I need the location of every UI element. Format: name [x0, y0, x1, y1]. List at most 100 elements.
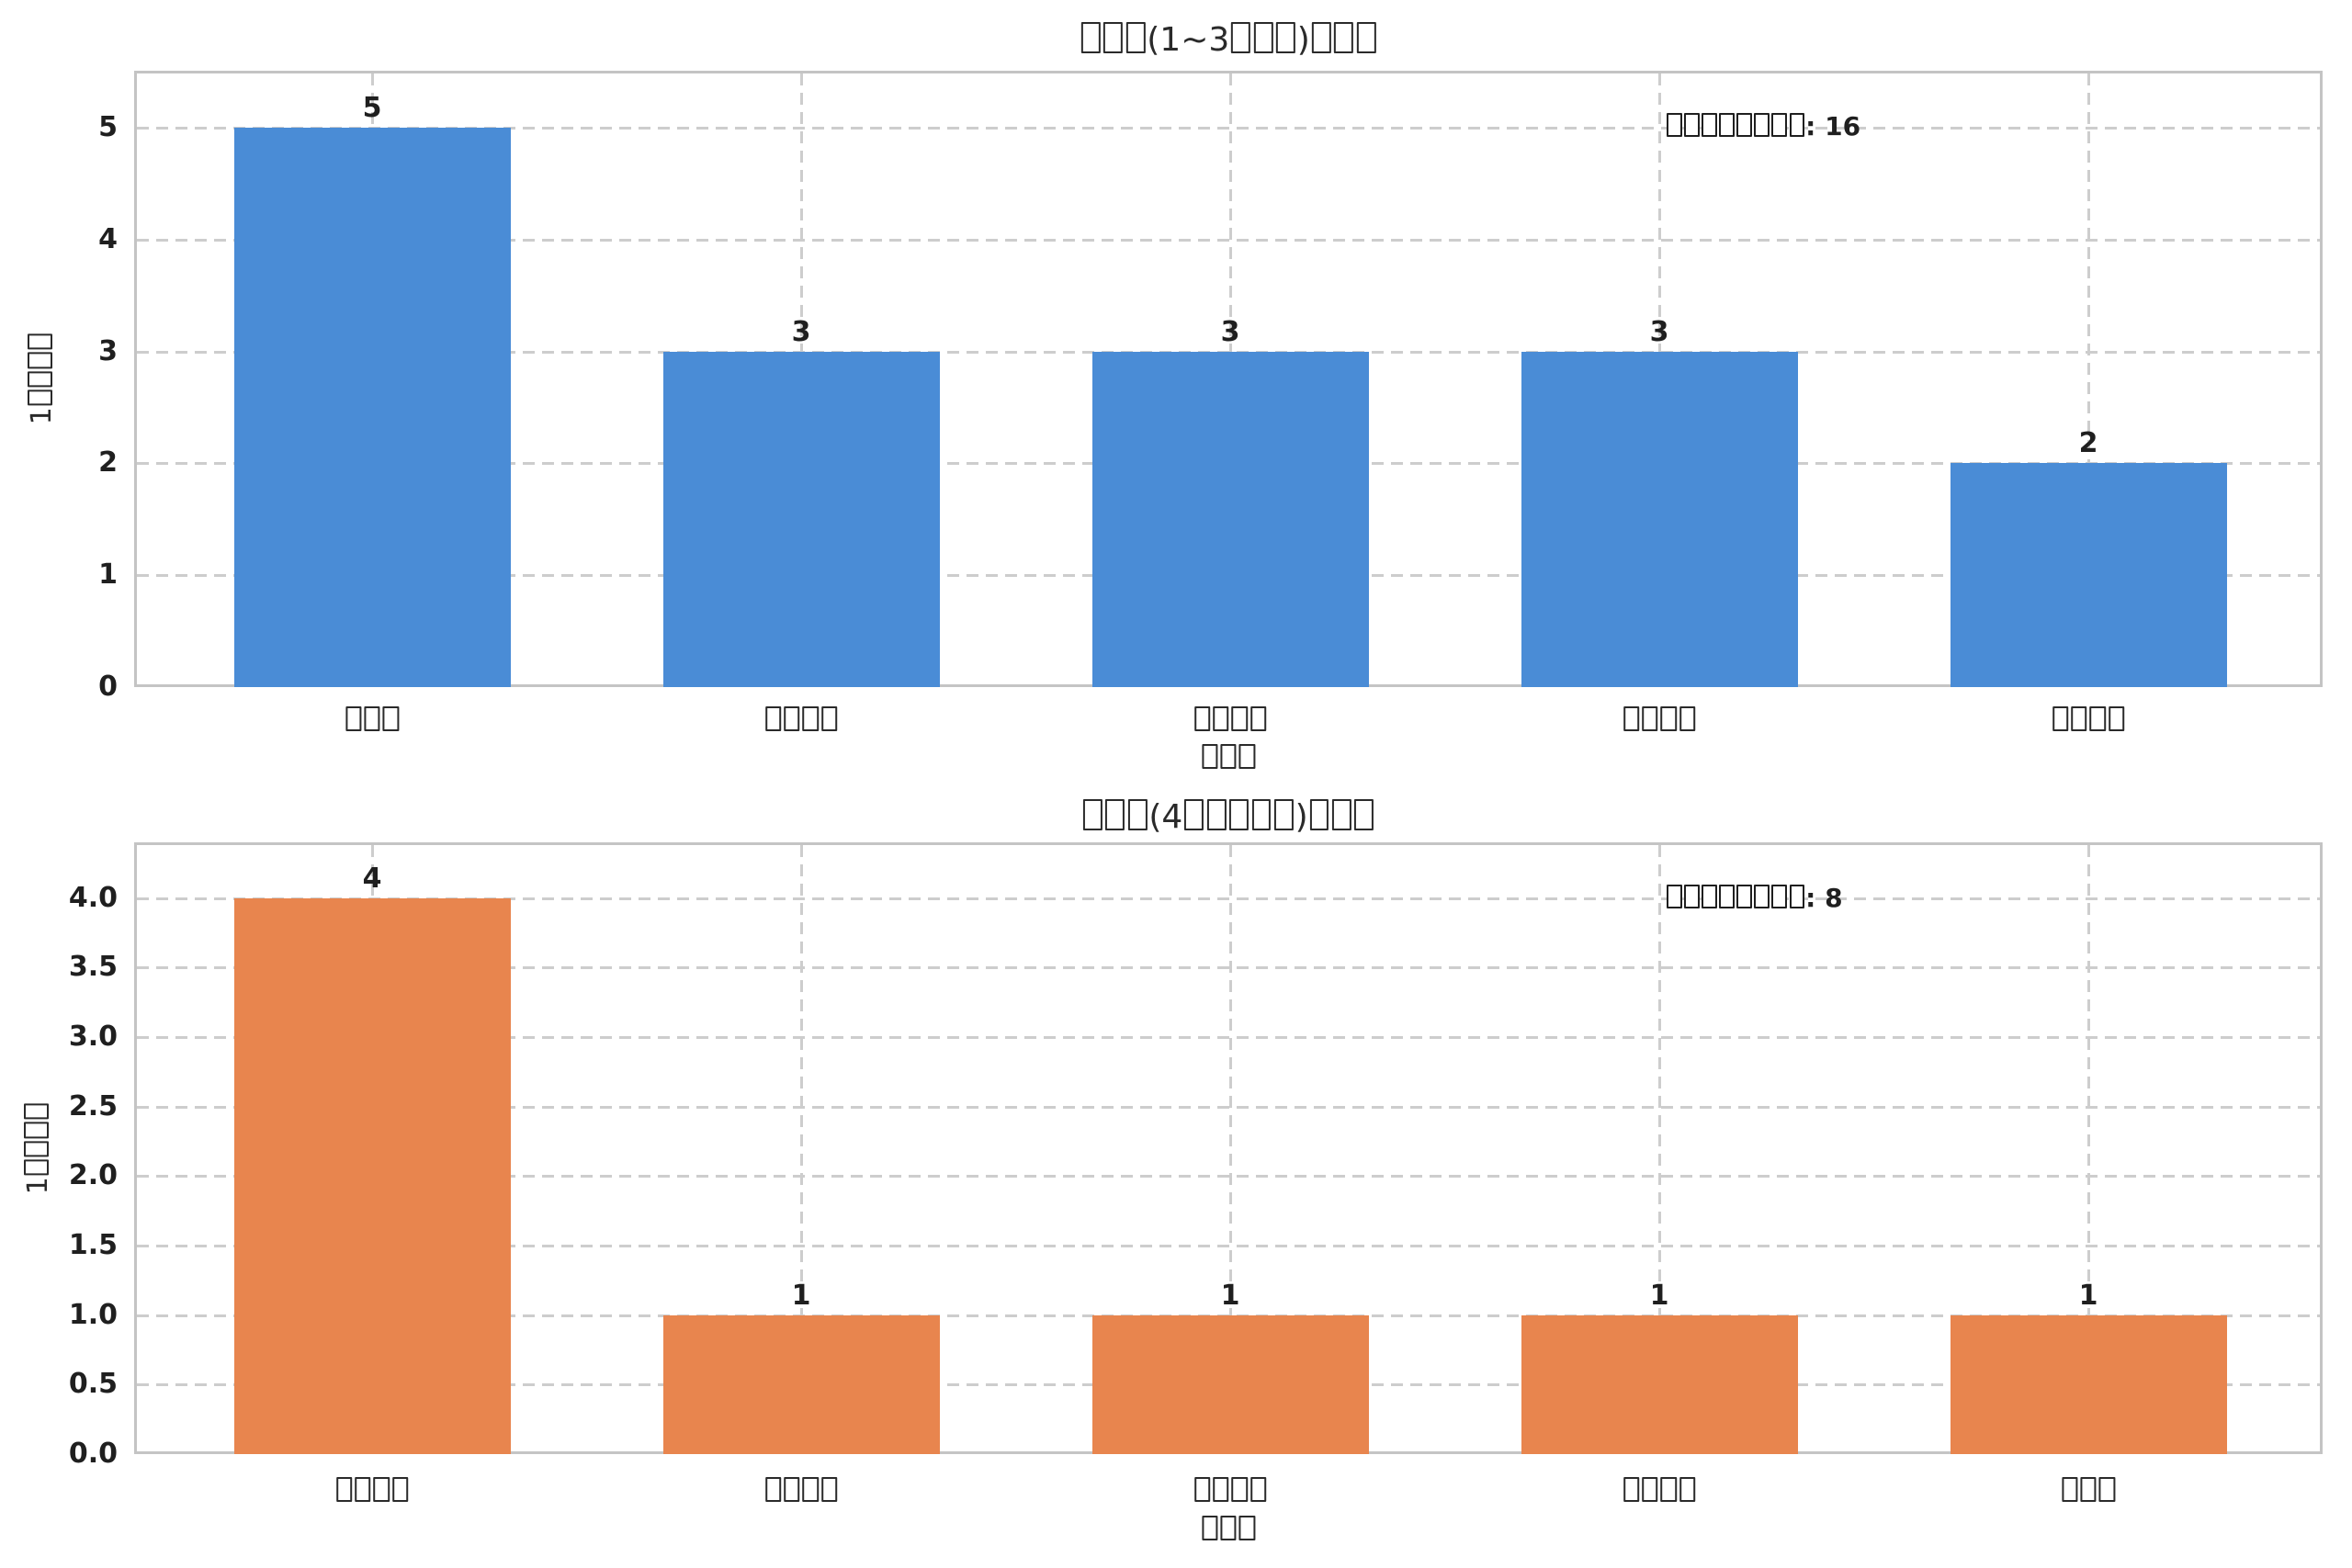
x-tick-label — [1193, 705, 1268, 737]
missing-glyph-box — [802, 705, 819, 732]
missing-glyph-box — [764, 1476, 782, 1503]
bar-value-label: 1 — [1649, 1279, 1669, 1312]
bar-value-label: 1 — [2078, 1279, 2098, 1312]
bar — [233, 897, 511, 1454]
missing-glyph-box — [2089, 705, 2106, 732]
y-tick-label: 0.0 — [68, 1438, 118, 1470]
missing-glyph-box — [1719, 113, 1735, 137]
missing-glyph-box — [1356, 22, 1376, 53]
missing-glyph-box — [1684, 113, 1700, 137]
gridline-vertical — [1229, 845, 1232, 1451]
missing-glyph-box — [1273, 799, 1294, 830]
y-tick-label: 3.0 — [68, 1020, 118, 1053]
y-tick-label: 3 — [98, 334, 118, 367]
missing-glyph-box — [1238, 1515, 1256, 1541]
missing-glyph-box — [1789, 885, 1804, 908]
missing-glyph-box — [1253, 22, 1273, 53]
missing-glyph-box — [1754, 113, 1770, 137]
y-tick-label: 1.0 — [68, 1298, 118, 1331]
bar — [1091, 1314, 1369, 1454]
gridline-horizontal — [137, 1105, 2320, 1109]
missing-glyph-box — [1736, 113, 1752, 137]
bar-value-label: 3 — [1220, 315, 1240, 348]
missing-glyph-box — [1789, 113, 1804, 137]
missing-glyph-box — [23, 1140, 50, 1157]
x-tick-label — [2060, 1476, 2116, 1507]
subplot-2-total-annotation: : 8 — [1666, 883, 1843, 914]
bar — [1950, 463, 2227, 687]
missing-glyph-box — [1201, 743, 1218, 770]
y-tick-label: 2.0 — [68, 1159, 118, 1192]
missing-glyph-box — [1238, 743, 1256, 770]
missing-glyph-box — [1080, 22, 1101, 53]
missing-glyph-box — [1331, 799, 1351, 830]
missing-glyph-box — [1229, 799, 1249, 830]
y-tick-label: 2.5 — [68, 1089, 118, 1122]
bar-value-label: 4 — [362, 862, 382, 895]
bar — [662, 1314, 940, 1454]
missing-glyph-box — [764, 705, 782, 732]
missing-glyph-box — [1719, 885, 1735, 908]
bar-value-label: 3 — [1649, 315, 1669, 348]
missing-glyph-box — [1660, 705, 1677, 732]
gridline-vertical — [1658, 845, 1661, 1451]
bar — [1521, 1314, 1798, 1454]
subplot-2-y-axis-label: 1 — [22, 1102, 55, 1194]
gridline-vertical — [2087, 845, 2090, 1451]
missing-glyph-box — [1213, 705, 1229, 732]
missing-glyph-box — [1127, 799, 1148, 830]
missing-glyph-box — [1213, 1476, 1229, 1503]
gridline-horizontal — [137, 127, 2320, 130]
missing-glyph-box — [1276, 22, 1295, 53]
missing-glyph-box — [1206, 799, 1227, 830]
subplot-2-title: (4) — [1081, 797, 1375, 838]
missing-glyph-box — [802, 1476, 819, 1503]
missing-glyph-box — [23, 1159, 50, 1176]
y-tick-label: 5 — [98, 111, 118, 144]
missing-glyph-box — [1251, 799, 1272, 830]
subplot-1-y-axis-label: 1 — [26, 333, 59, 424]
missing-glyph-box — [820, 705, 838, 732]
missing-glyph-box — [1231, 1476, 1248, 1503]
bar-value-label: 1 — [791, 1279, 811, 1312]
missing-glyph-box — [27, 370, 53, 388]
missing-glyph-box — [1103, 22, 1123, 53]
y-tick-label: 0.5 — [68, 1368, 118, 1401]
missing-glyph-box — [2108, 705, 2125, 732]
missing-glyph-box — [1736, 885, 1752, 908]
missing-glyph-box — [1667, 885, 1682, 908]
missing-glyph-box — [1193, 705, 1211, 732]
missing-glyph-box — [345, 705, 362, 732]
y-tick-label: 4 — [98, 222, 118, 255]
missing-glyph-box — [1684, 885, 1700, 908]
missing-glyph-box — [1250, 705, 1267, 732]
missing-glyph-box — [1679, 705, 1696, 732]
gridline-horizontal — [137, 1175, 2320, 1179]
bar-value-label: 2 — [2078, 427, 2098, 460]
gridline-horizontal — [137, 238, 2320, 242]
gridline-horizontal — [137, 1035, 2320, 1039]
y-tick-label: 0 — [98, 671, 118, 703]
missing-glyph-box — [1660, 1476, 1677, 1503]
gridline-horizontal — [137, 1244, 2320, 1247]
x-tick-label — [1622, 705, 1697, 737]
missing-glyph-box — [355, 1476, 371, 1503]
missing-glyph-box — [2052, 705, 2069, 732]
missing-glyph-box — [1642, 1476, 1658, 1503]
missing-glyph-box — [1231, 22, 1250, 53]
y-tick-label: 1 — [98, 558, 118, 592]
missing-glyph-box — [1201, 1515, 1218, 1541]
x-tick-label — [763, 1476, 839, 1507]
missing-glyph-box — [1309, 799, 1329, 830]
missing-glyph-box — [2071, 705, 2087, 732]
gridline-horizontal — [137, 897, 2320, 900]
x-tick-label — [334, 1476, 410, 1507]
missing-glyph-box — [373, 1476, 390, 1503]
bar — [233, 128, 511, 687]
missing-glyph-box — [27, 389, 53, 406]
gridline-vertical — [2087, 73, 2090, 684]
y-tick-label: 2 — [98, 446, 118, 479]
missing-glyph-box — [23, 1122, 50, 1138]
missing-glyph-box — [784, 1476, 800, 1503]
bar — [1521, 351, 1798, 687]
